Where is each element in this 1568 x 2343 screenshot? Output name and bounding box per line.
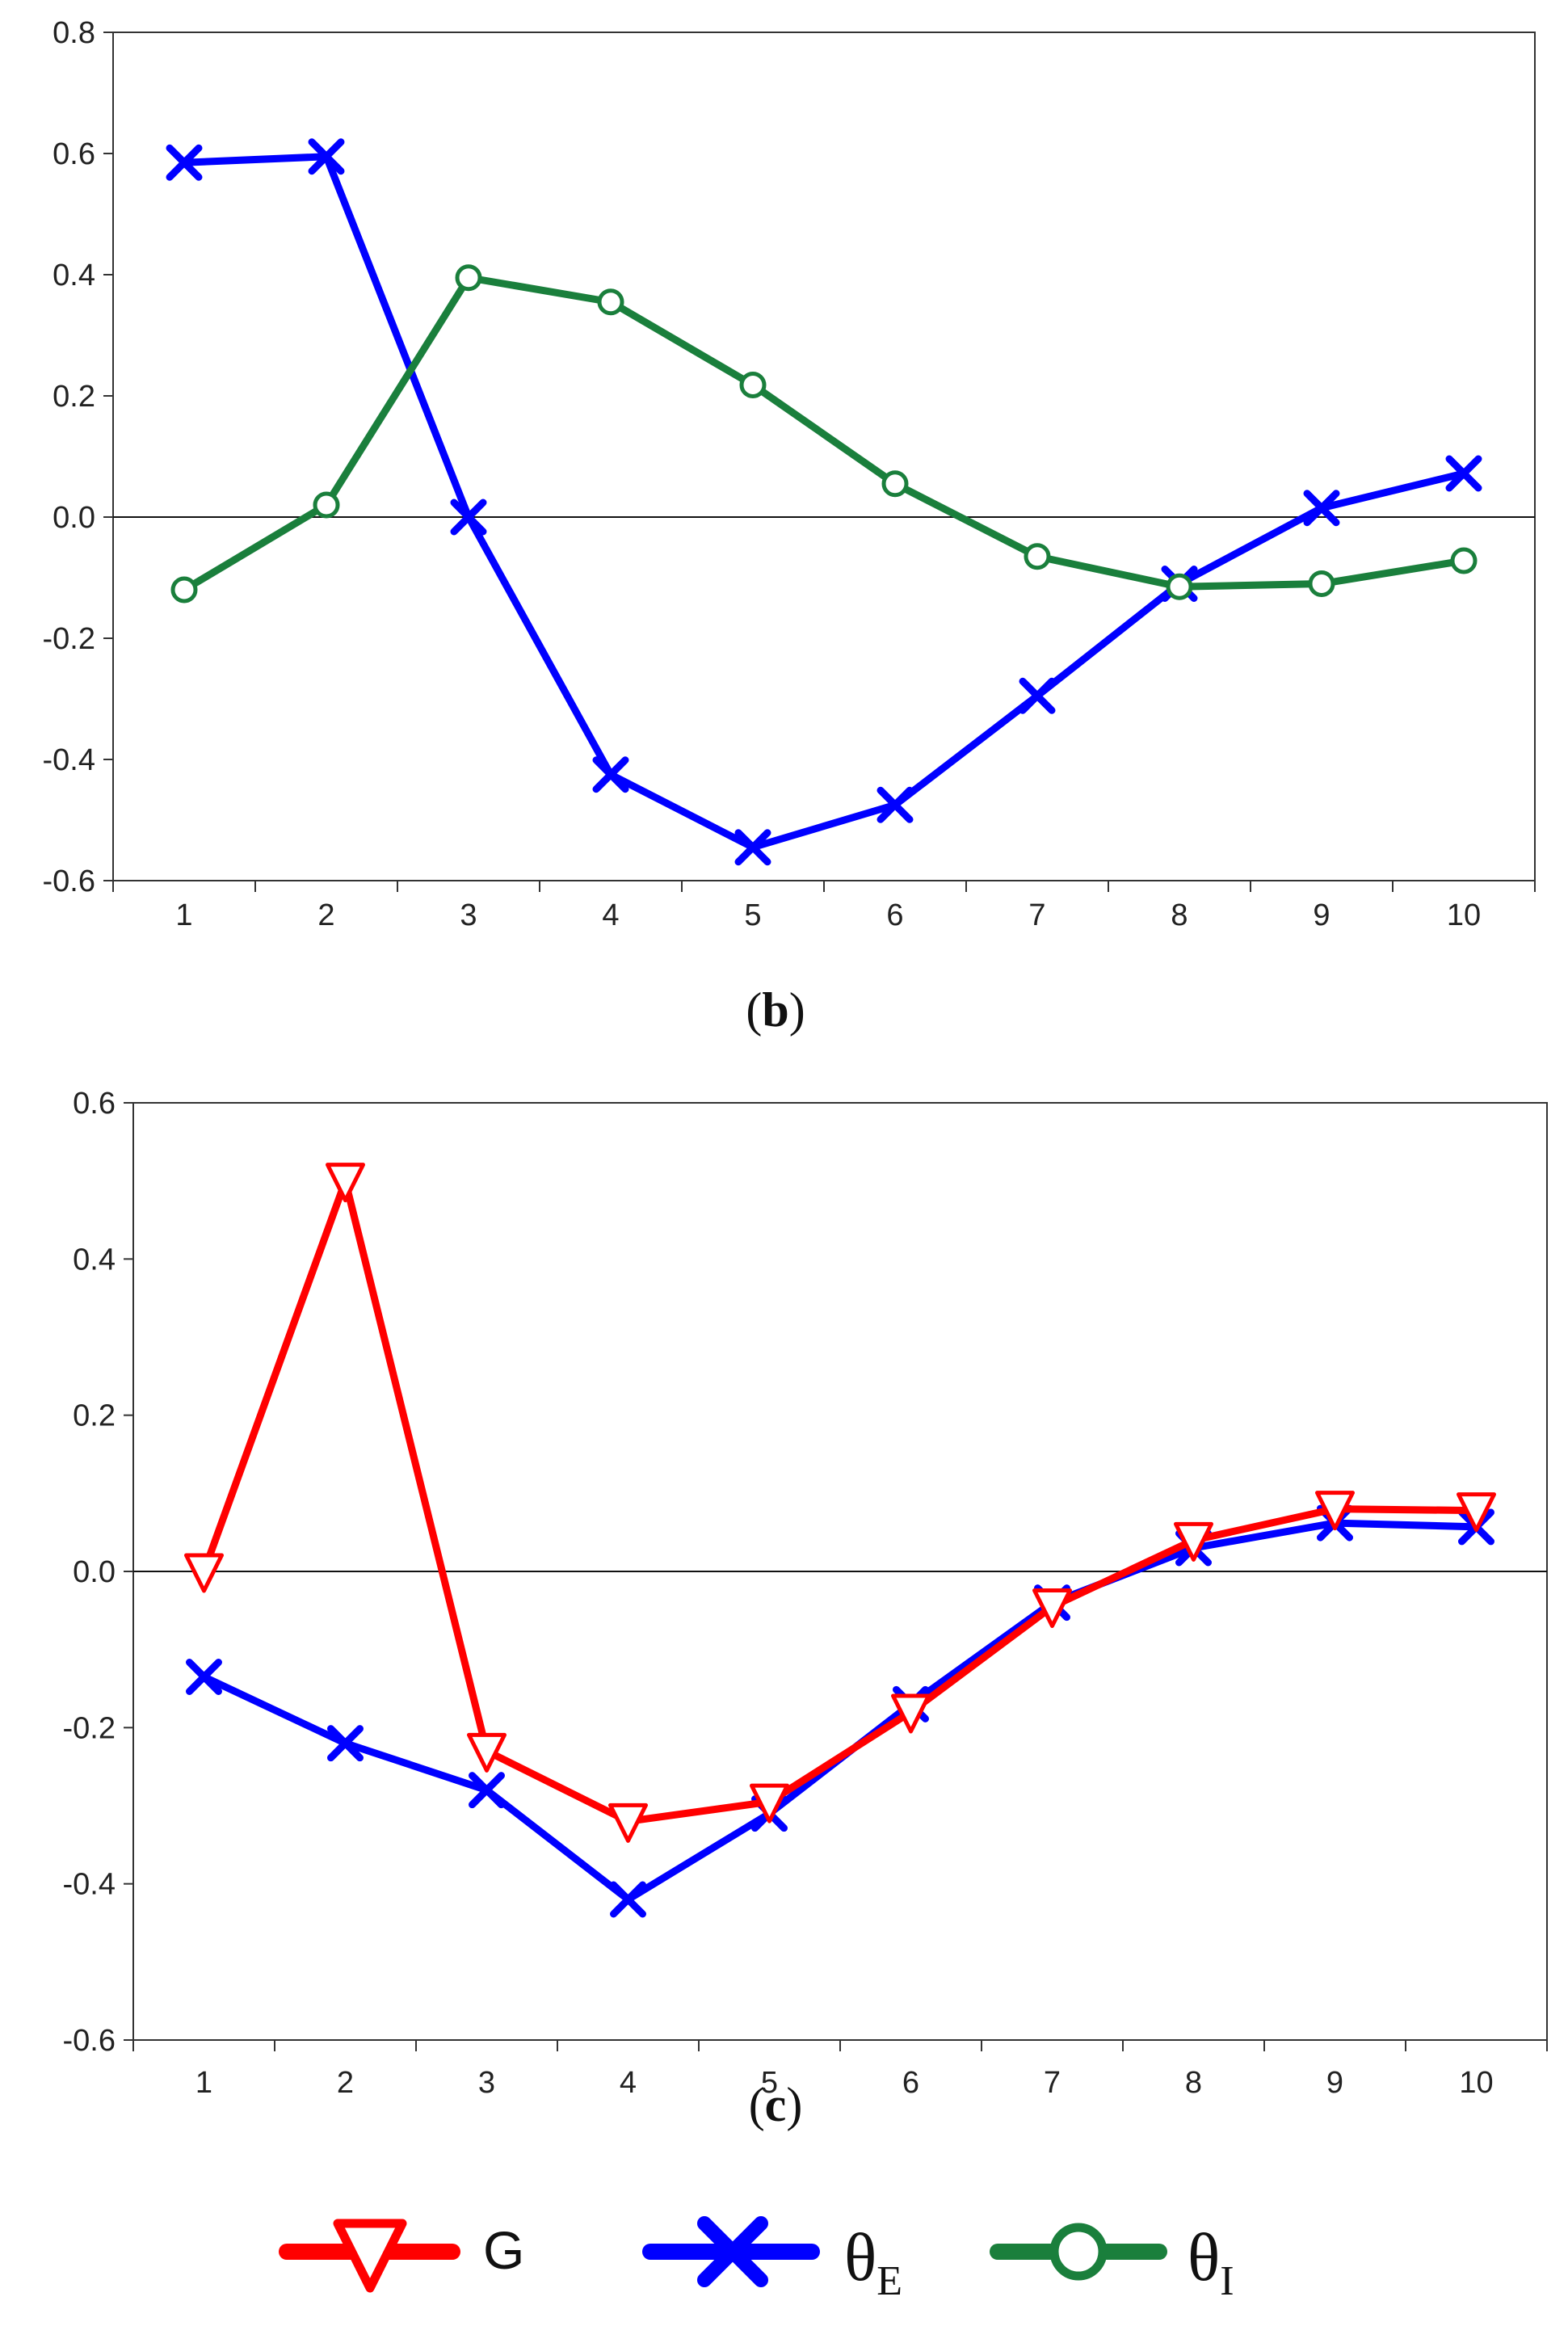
panel-b-series-thetaE-line xyxy=(180,153,1468,852)
panel-c-series-thetaE-point xyxy=(327,1725,364,1762)
panel-b-series-thetaE-point xyxy=(1303,490,1340,527)
panel-c-series-G-point xyxy=(326,1163,365,1203)
panel-b-x-tick-label: 6 xyxy=(886,898,903,932)
legend-label-theta-e: θE xyxy=(844,2220,902,2304)
panel-c-x-tick-label: 3 xyxy=(478,2066,495,2100)
panel-c-series-thetaE-point xyxy=(610,1881,646,1918)
panel-c-series-G-point xyxy=(1315,1491,1355,1531)
panel-b-letter: b xyxy=(762,983,788,1037)
panel-b-y-tick-label: -0.2 xyxy=(43,622,95,656)
panel-b-x-tick-label: 1 xyxy=(175,898,192,932)
panel-c-x-tick-label: 8 xyxy=(1185,2066,1202,2100)
panel-c-x-tick-label: 1 xyxy=(195,2066,212,2100)
panel-b-series-thetaI-point xyxy=(1166,573,1193,600)
legend-item-theta-e: θE xyxy=(642,2216,902,2304)
panel-c-x-tick-label: 7 xyxy=(1044,2066,1061,2100)
legend-label-g: G xyxy=(483,2220,524,2280)
panel-b-y-tick-label: 0.6 xyxy=(53,137,95,171)
panel-c-x-tick-label: 10 xyxy=(1459,2066,1493,2100)
panel-b-y-tick-label: 0.0 xyxy=(53,501,95,535)
panel-b-x-tick-label: 3 xyxy=(460,898,477,932)
legend-marker-theta-i xyxy=(1049,2223,1108,2281)
panel-c-series-thetaE-point xyxy=(469,1772,505,1809)
panel-c-y-tick-label: -0.4 xyxy=(63,1868,116,1902)
chart-panel-b: -0.6 -0.4 -0.2 0.0 0.2 0.4 0.6 0.8 1 2 3 4 5 6 7 8 9 10 xyxy=(43,16,1536,932)
legend-marker-theta-e xyxy=(697,2216,768,2287)
panel-b-series-thetaI-point xyxy=(455,264,482,292)
panel-b-x-tick-label: 5 xyxy=(744,898,761,932)
panel-b-y-tick-label: 0.4 xyxy=(53,259,95,292)
panel-b-series-thetaI-line xyxy=(180,274,1468,594)
panel-b-series-thetaE-point xyxy=(1445,455,1482,492)
panel-b-x-tick-label: 2 xyxy=(317,898,334,932)
panel-c-series-G-point xyxy=(1032,1588,1072,1628)
panel-b-y-tick-label: 0.2 xyxy=(53,380,95,414)
panel-c-series-thetaE-line xyxy=(200,1519,1480,1903)
panel-c-y-tick-label: 0.6 xyxy=(73,1087,116,1121)
panel-b-series-thetaI-point xyxy=(881,470,909,498)
legend-label-theta-i: θI xyxy=(1188,2220,1234,2304)
panel-b-series-thetaI-point xyxy=(1450,547,1478,574)
panel-c-y-tick-label: 0.0 xyxy=(73,1555,116,1589)
panel-b-series-thetaE-point xyxy=(592,756,629,793)
panel-c-x-tick-label: 9 xyxy=(1326,2066,1343,2100)
panel-b-series-thetaE-point xyxy=(308,138,345,175)
panel-b-y-tick-label: 0.8 xyxy=(53,16,95,50)
panel-b-series-thetaI-point xyxy=(739,372,767,398)
chart-panel-c: -0.6 -0.4 -0.2 0.0 0.2 0.4 0.6 1 2 3 4 5 6 7 8 9 10 xyxy=(63,1087,1548,2100)
panel-c-series-G-point xyxy=(184,1553,224,1593)
panel-b-x-tick-label: 10 xyxy=(1447,898,1481,932)
panel-c-x-tick-label: 6 xyxy=(902,2066,919,2100)
panel-c-x-tick-label: 4 xyxy=(620,2066,637,2100)
panel-b-series-thetaI-point xyxy=(170,576,198,604)
panel-b-series-thetaE-point xyxy=(166,144,203,181)
panel-b-series-thetaI-point xyxy=(1308,570,1335,597)
panel-b-series-thetaI-point xyxy=(597,288,624,316)
panel-b-series-thetaE-point xyxy=(876,786,914,823)
legend-item-g: G xyxy=(279,2219,524,2293)
panel-c-y-tick-label: 0.2 xyxy=(73,1399,116,1433)
panel-c-series-G-point xyxy=(750,1783,789,1824)
panel-c-y-tick-label: 0.4 xyxy=(73,1243,116,1277)
panel-c-x-tick-label: 5 xyxy=(761,2066,778,2100)
panel-c-letter: c xyxy=(765,2078,787,2131)
panel-c-series-G-point xyxy=(467,1732,507,1773)
legend-theta-e-symbol: θ xyxy=(844,2220,876,2295)
panel-b-y-tick-label: -0.4 xyxy=(43,743,95,777)
legend: G θE θI xyxy=(279,2216,1234,2304)
panel-b-y-tick-label: -0.6 xyxy=(43,864,95,898)
panel-b-series-thetaI-point xyxy=(313,491,340,519)
panel-c-caption: (c) xyxy=(749,2078,803,2131)
legend-item-theta-i: θI xyxy=(990,2220,1234,2304)
panel-c-y-tick-label: -0.6 xyxy=(63,2024,116,2058)
panel-c-series-G-line xyxy=(200,1177,1480,1825)
panel-b-x-tick-label: 7 xyxy=(1028,898,1045,932)
panel-c-series-G-point xyxy=(1457,1492,1496,1533)
panel-c-x-tick-label: 2 xyxy=(337,2066,354,2100)
panel-b-caption: (b) xyxy=(746,983,805,1037)
panel-b-x-tick-label: 8 xyxy=(1171,898,1188,932)
panel-c-series-G-point xyxy=(1174,1521,1213,1562)
panel-b-x-tick-label: 4 xyxy=(602,898,619,932)
panel-c-series-thetaE-point xyxy=(186,1659,222,1695)
panel-b-series-thetaI-point xyxy=(1024,543,1051,570)
legend-theta-i-subscript: I xyxy=(1220,2258,1234,2304)
legend-theta-e-subscript: E xyxy=(876,2258,902,2304)
panel-b-series-thetaE-point xyxy=(1019,677,1056,714)
panel-c-series-G-point xyxy=(608,1802,648,1843)
panel-b-series-thetaE-point xyxy=(450,498,487,536)
legend-theta-i-symbol: θ xyxy=(1188,2220,1220,2295)
panel-c-series-G-point xyxy=(891,1693,931,1734)
panel-c-y-tick-label: -0.2 xyxy=(63,1711,116,1745)
legend-marker-g xyxy=(333,2219,407,2293)
panel-b-x-tick-label: 9 xyxy=(1313,898,1330,932)
panel-b-series-thetaE-point xyxy=(734,829,771,866)
